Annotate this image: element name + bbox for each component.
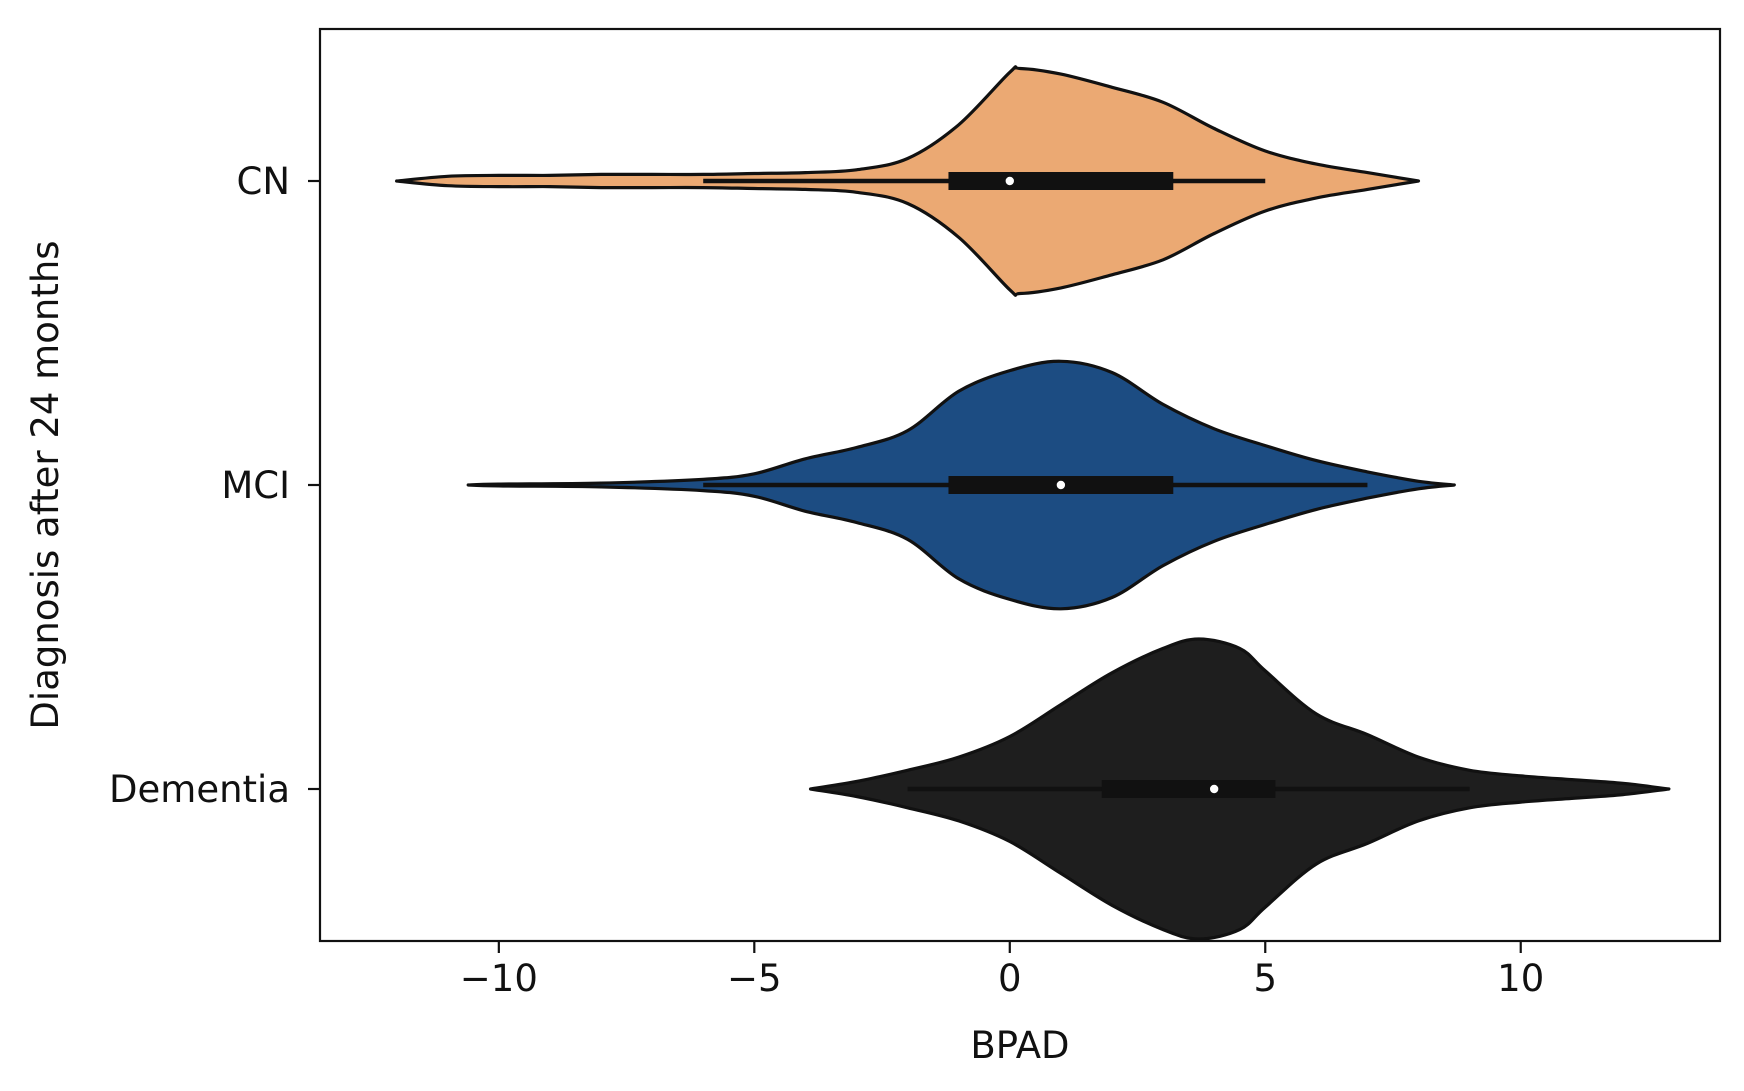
violin-mci [466,359,1456,611]
y-axis-label: Diagnosis after 24 months [24,240,67,729]
y-tick: MCI [221,464,320,507]
y-axis-ticks: CN MCI Dementia [109,160,320,811]
x-tick-label: −5 [727,957,782,1000]
violins-layer [395,65,1671,941]
x-axis-ticks: −10 −5 0 5 10 [460,941,1544,1000]
violin-iqr-box-dementia [1101,780,1276,798]
x-axis-label: BPAD [970,1024,1069,1067]
y-tick: Dementia [109,768,320,811]
x-tick: −5 [727,941,782,1000]
violin-median-cn [1005,176,1014,186]
violin-iqr-box-cn [948,172,1174,190]
y-tick-label: Dementia [109,768,290,811]
x-tick-label: −10 [460,957,538,1000]
violin-median-mci [1056,480,1066,490]
x-tick: 0 [998,941,1022,1000]
x-tick-label: 0 [998,957,1022,1000]
y-tick-label: CN [236,160,290,203]
violin-cn [395,65,1421,297]
y-tick-label: MCI [221,464,290,507]
x-tick: 10 [1497,941,1544,1000]
violin-median-dementia [1209,784,1219,794]
x-tick: 5 [1253,941,1277,1000]
x-tick-label: 10 [1497,957,1544,1000]
x-tick-label: 5 [1253,957,1277,1000]
y-tick: CN [236,160,320,203]
x-tick: −10 [460,941,538,1000]
violin-dementia [808,637,1671,941]
